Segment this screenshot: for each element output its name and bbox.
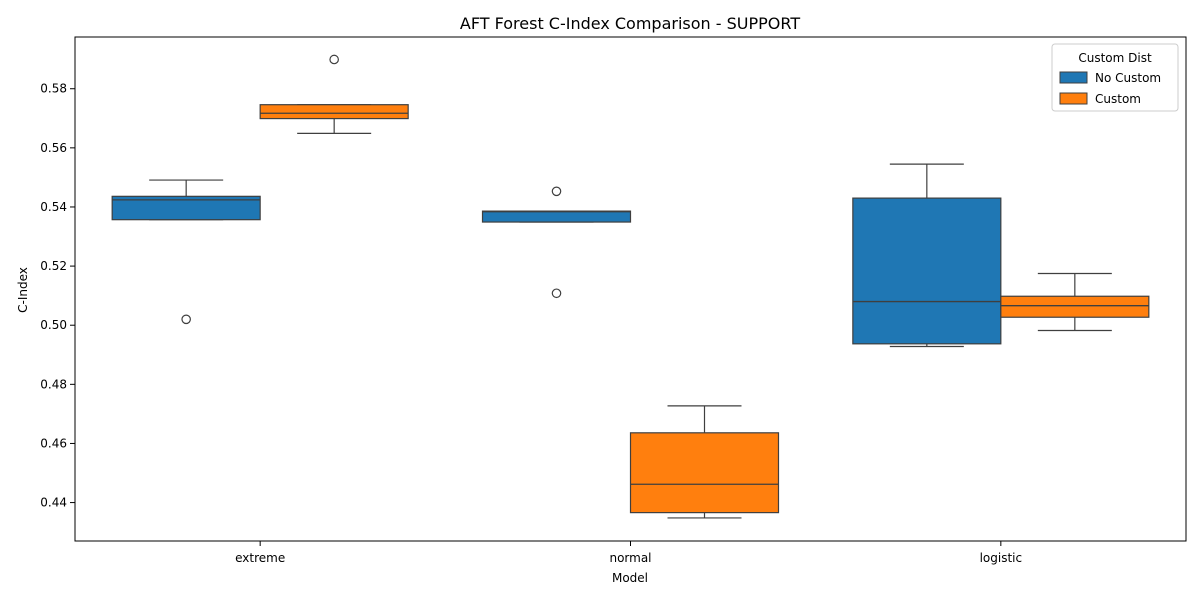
legend-entry: No Custom xyxy=(1095,71,1161,85)
y-tick-label: 0.52 xyxy=(40,259,67,273)
outlier-point xyxy=(551,288,562,299)
outlier-point xyxy=(329,54,339,65)
y-tick-label: 0.46 xyxy=(40,436,67,450)
legend-entry: Custom xyxy=(1095,92,1141,106)
y-tick-label: 0.48 xyxy=(40,377,67,391)
legend: Custom Dist No Custom Custom xyxy=(1051,43,1179,112)
box-no-custom-extreme xyxy=(111,179,261,325)
chart-title: AFT Forest C-Index Comparison - SUPPORT xyxy=(460,14,800,33)
outlier-point xyxy=(181,314,191,325)
plot-marks xyxy=(111,54,1150,519)
box-body xyxy=(111,195,261,221)
legend-title: Custom Dist xyxy=(1078,51,1152,65)
box-body xyxy=(1000,295,1150,318)
box-body xyxy=(852,197,1002,345)
y-tick-label: 0.50 xyxy=(40,318,67,332)
axes: 0.44 0.46 0.48 0.50 0.52 0.54 0.56 0.58 extreme n… xyxy=(40,36,1187,565)
outlier-point xyxy=(551,186,562,197)
box-no-custom-normal xyxy=(481,186,632,299)
y-tick-label: 0.54 xyxy=(40,200,67,214)
y-tick-label: 0.44 xyxy=(40,496,67,510)
x-axis-label: Model xyxy=(612,571,648,585)
box-custom-normal xyxy=(629,405,780,519)
y-tick-label: 0.56 xyxy=(40,141,67,155)
box-body xyxy=(481,210,632,223)
y-axis-label: C-Index xyxy=(16,267,30,313)
x-tick-label: logistic xyxy=(980,551,1023,565)
legend-swatch xyxy=(1059,92,1088,105)
x-tick-label: normal xyxy=(609,551,651,565)
box-body xyxy=(259,104,409,120)
box-custom-extreme xyxy=(259,54,409,134)
box-no-custom-logistic xyxy=(852,163,1002,348)
y-tick-label: 0.58 xyxy=(40,82,67,96)
box-custom-logistic xyxy=(1000,272,1150,332)
x-tick-label: extreme xyxy=(235,551,285,565)
box-body xyxy=(629,432,780,514)
legend-swatch xyxy=(1059,71,1088,84)
